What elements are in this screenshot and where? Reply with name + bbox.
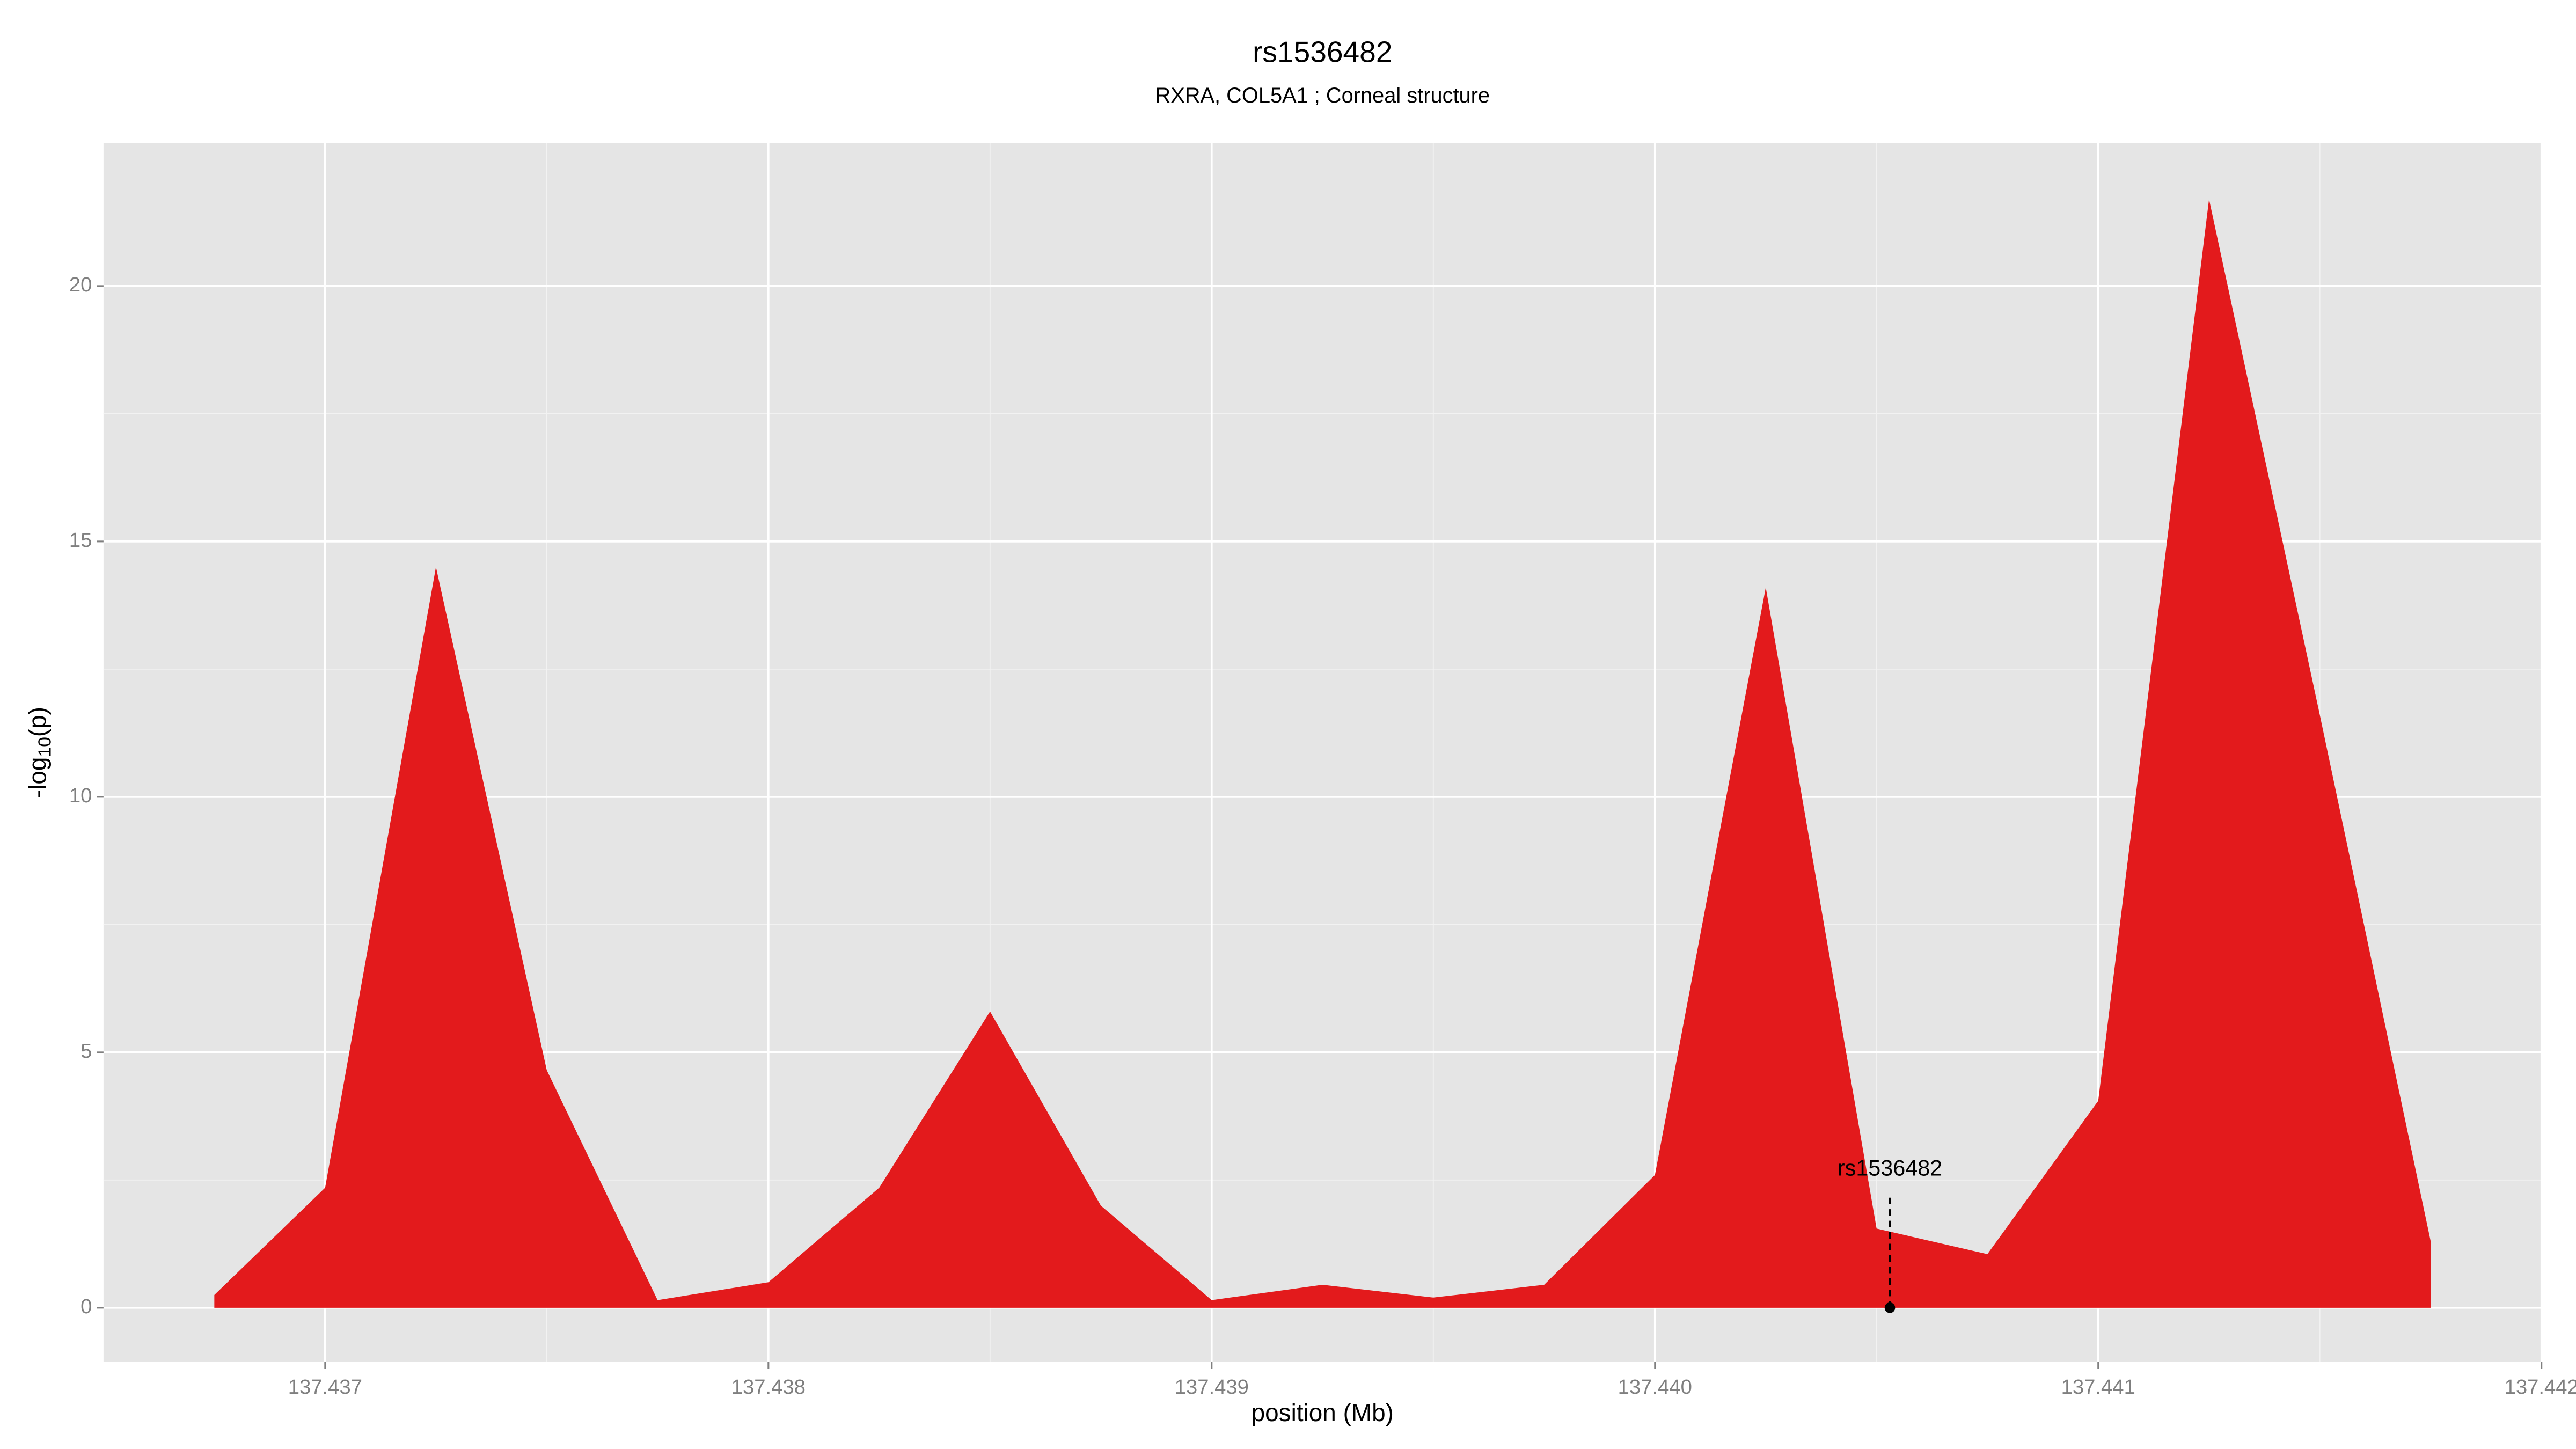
x-tick-label: 137.440 [1618, 1375, 1692, 1399]
y-tick-label: 0 [80, 1295, 92, 1318]
x-tick-label: 137.442 [2505, 1375, 2576, 1399]
chart-subtitle: RXRA, COL5A1 ; Corneal structure [1155, 84, 1490, 107]
y-label-sub: 10 [35, 737, 55, 757]
annotation-point [1884, 1302, 1896, 1313]
x-tick-label: 137.441 [2061, 1375, 2135, 1399]
y-tick-label: 10 [69, 784, 92, 807]
plot-layer: 0 5 10 15 20 137.437 137.438 137.439 137.440 137.… [69, 143, 2576, 1399]
annotation-label: rs1536482 [1838, 1156, 1942, 1181]
y-label-part: -log [24, 757, 52, 799]
area [214, 199, 2431, 1308]
x-tick-label: 137.438 [731, 1375, 806, 1399]
x-tick-label: 137.437 [288, 1375, 362, 1399]
x-tick-label: 137.439 [1175, 1375, 1249, 1399]
y-tick-label: 15 [69, 529, 92, 552]
y-tick-label: 5 [80, 1040, 92, 1063]
x-axis-label: position (Mb) [1252, 1399, 1394, 1426]
y-axis-label: -log10(p) [24, 707, 55, 798]
y-tick-label: 20 [69, 273, 92, 296]
chart-title: rs1536482 [1253, 35, 1392, 69]
y-label-part: (p) [24, 707, 52, 737]
